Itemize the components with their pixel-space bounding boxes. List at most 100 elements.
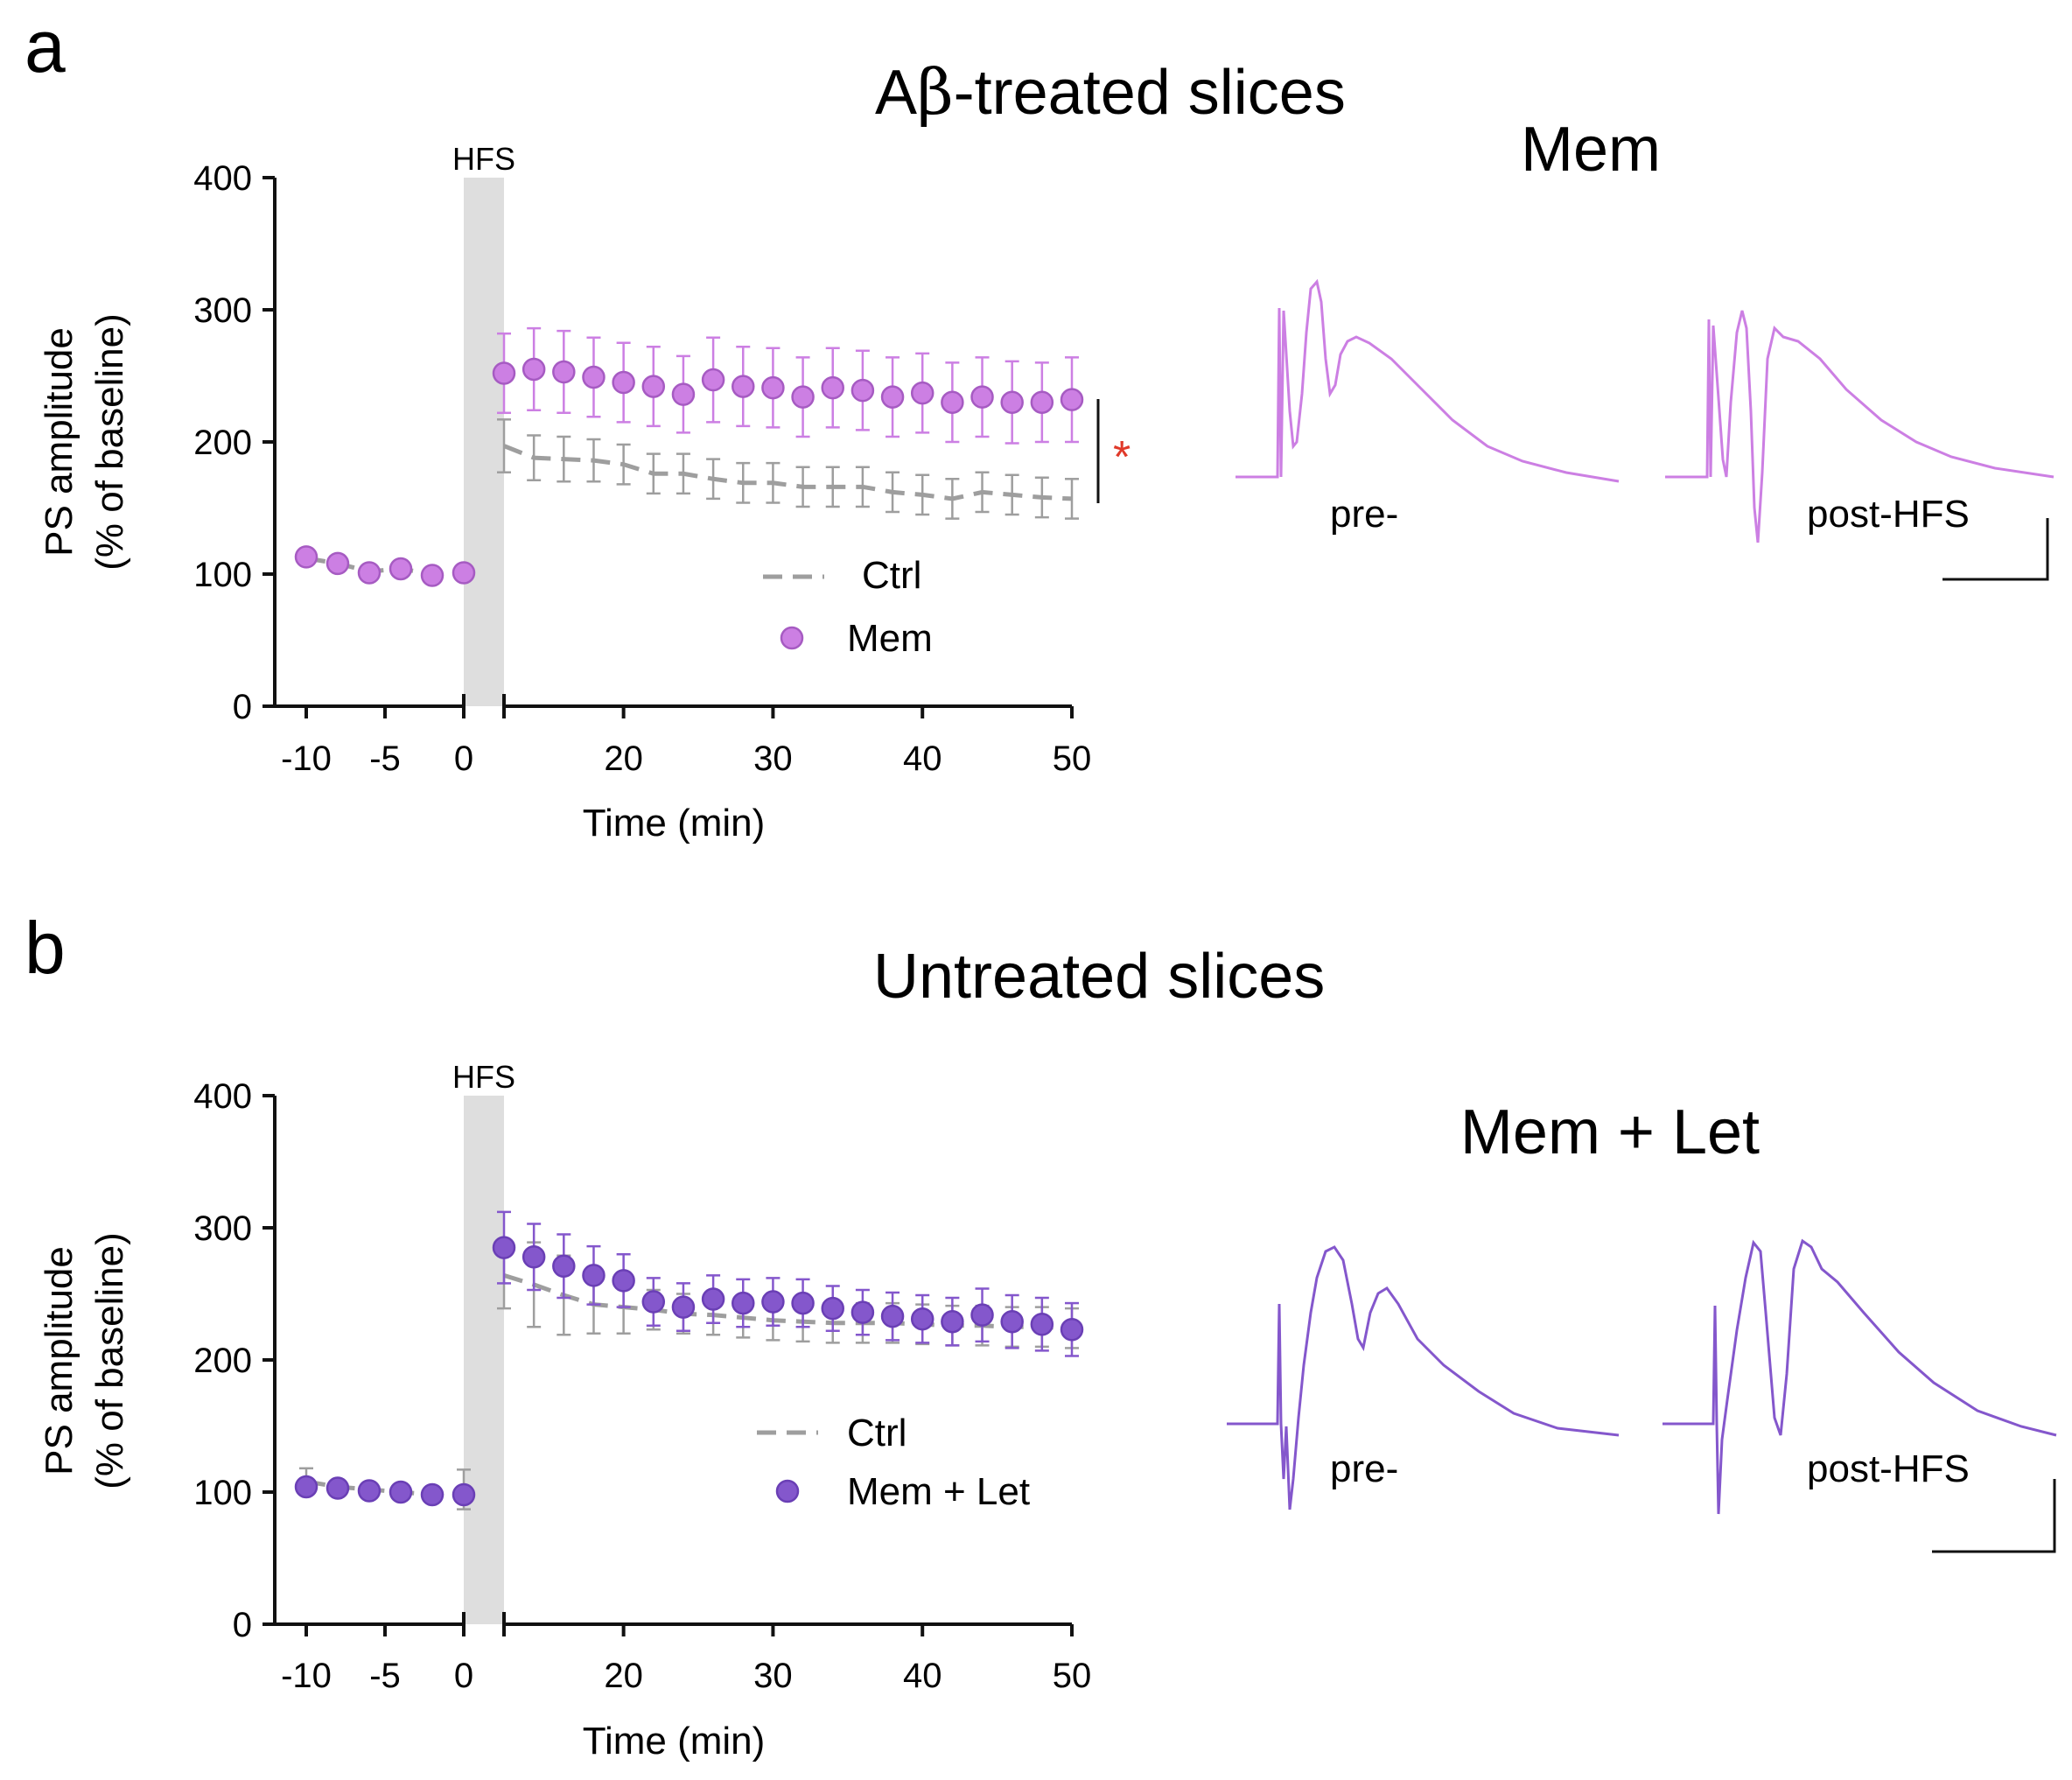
treatment-point [791, 1291, 815, 1315]
treatment-point [1030, 1312, 1054, 1336]
panel-title-main: A [875, 58, 917, 128]
treatment-point [492, 1236, 516, 1259]
trace-title: Mem + Let [1460, 1097, 1760, 1167]
x-tick-label: 20 [604, 739, 643, 778]
hfs-band [464, 178, 504, 706]
treatment-point [641, 1290, 666, 1314]
treatment-point [821, 375, 844, 400]
hfs-band [464, 1096, 504, 1624]
y-tick-label: 300 [193, 291, 252, 330]
x-tick-label: -5 [369, 739, 401, 778]
treatment-point [1060, 388, 1084, 411]
treatment-point [612, 1269, 635, 1293]
treatment-point [970, 1303, 994, 1327]
treatment-point [941, 390, 964, 414]
treatment-point [850, 378, 875, 403]
x-tick-label: 50 [1053, 739, 1092, 778]
x-tick-label: 50 [1053, 1657, 1092, 1695]
treatment-point [850, 1300, 875, 1324]
treatment-point [420, 1482, 444, 1507]
x-tick-label: -5 [369, 1657, 401, 1695]
y-tick-label: 400 [193, 1077, 252, 1116]
x-tick-label: -10 [281, 1657, 332, 1695]
treatment-point [452, 1482, 476, 1507]
treatment-point [671, 1295, 696, 1319]
treatment-point [821, 1296, 844, 1321]
y-tick-label: 0 [233, 688, 252, 726]
x-tick-label: 40 [903, 1657, 942, 1695]
y-tick-label: 300 [193, 1209, 252, 1248]
x-axis-title: Time (min) [583, 802, 766, 844]
y-tick-label: 100 [193, 1474, 252, 1512]
treatment-point [880, 1304, 905, 1328]
treatment-point [910, 381, 934, 405]
panel-letter: b [24, 907, 66, 989]
y-tick-label: 0 [233, 1606, 252, 1644]
trace-pre: pre- [1236, 278, 1620, 536]
x-axis-title: Time (min) [583, 1720, 766, 1762]
panel-letter: a [24, 5, 66, 88]
treatment-point [552, 1254, 576, 1279]
treatment-point [357, 561, 382, 585]
treatment-point [732, 375, 755, 398]
treatment-point [552, 360, 576, 384]
y-axis-title: (% of baseline) [88, 1232, 131, 1489]
treatment-point [761, 1290, 785, 1314]
treatment-point [522, 357, 546, 382]
panel-b: b Untreated slices Mem + Let HFS01002003… [24, 907, 2057, 1762]
legend-treatment-label: Mem + Let [847, 1470, 1030, 1513]
y-tick-label: 200 [193, 424, 252, 462]
legend-treatment-label: Mem [847, 617, 933, 660]
treatment-point [1030, 390, 1054, 414]
treatment-point [701, 1287, 725, 1311]
trace-label-post: post-HFS [1807, 493, 1970, 536]
y-axis-title: PS amplitude [38, 1246, 80, 1475]
scale-bar [1932, 1479, 2056, 1553]
treatment-point [970, 385, 994, 409]
y-axis-title: (% of baseline) [88, 313, 131, 570]
treatment-point [492, 361, 516, 385]
y-tick-label: 400 [193, 159, 252, 198]
treatment-point [420, 564, 444, 587]
treatment-point [910, 1307, 934, 1331]
treatment-point [522, 1244, 546, 1269]
legend-treatment-swatch [775, 1479, 800, 1503]
x-tick-label: 20 [604, 1657, 643, 1695]
trace-post: post-HFS [1662, 1238, 2057, 1515]
legend-treatment-swatch [780, 626, 804, 650]
treatment-point [326, 551, 350, 576]
treatment-point [761, 375, 785, 400]
trace-label-pre: pre- [1330, 493, 1398, 536]
ctrl-line [503, 444, 1073, 501]
legend-ctrl-label: Ctrl [847, 1412, 906, 1454]
treatment-point [941, 1309, 964, 1334]
treatment-point [671, 382, 696, 406]
treatment-point [388, 557, 413, 581]
treatment-point [1000, 1309, 1024, 1334]
panel-a: a Aβ-treated slices Mem HFS0100200300400… [24, 5, 2054, 844]
x-tick-label: 30 [753, 739, 793, 778]
trace-pre: pre- [1227, 1245, 1620, 1510]
treatment-point [1000, 390, 1024, 414]
treatment-point [732, 1291, 755, 1315]
treatment-point [641, 375, 666, 398]
y-tick-label: 100 [193, 556, 252, 594]
scale-bar [1942, 518, 2049, 581]
panel-title: Aβ-treated slices [875, 55, 1346, 129]
trace-post: post-HFS [1665, 310, 2054, 543]
y-axis-title: PS amplitude [38, 327, 80, 557]
treatment-point [388, 1480, 413, 1504]
trace-label-pre: pre- [1330, 1447, 1398, 1490]
panel-title-rest: -treated slices [954, 58, 1346, 128]
hfs-label: HFS [452, 1059, 515, 1095]
legend-ctrl-label: Ctrl [862, 554, 921, 597]
x-tick-label: 0 [454, 1657, 473, 1695]
panel-title: Untreated slices [873, 942, 1325, 1012]
treatment-point [612, 370, 635, 395]
x-tick-label: -10 [281, 739, 332, 778]
treatment-point [582, 1264, 606, 1287]
x-tick-label: 30 [753, 1657, 793, 1695]
y-tick-label: 200 [193, 1342, 252, 1380]
